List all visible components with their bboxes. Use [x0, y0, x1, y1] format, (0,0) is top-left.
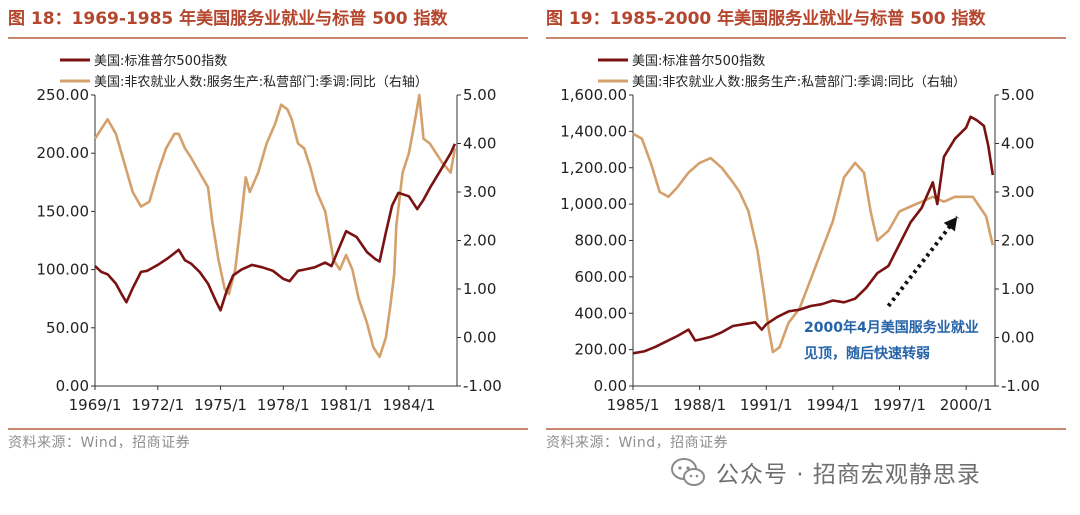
right-axis-tick-label: 0.00 — [463, 329, 496, 347]
left-axis-tick-label: 600.00 — [575, 268, 628, 286]
x-axis-tick-label: 1988/1 — [673, 396, 726, 414]
x-axis-tick-label: 1991/1 — [740, 396, 793, 414]
right-axis-tick-label: 4.00 — [1001, 135, 1034, 153]
legend-label: 美国:非农就业人数:服务生产:私营部门:季调:同比（右轴） — [632, 74, 966, 90]
annotation-line-1: 2000年4月美国服务业就业 — [804, 319, 979, 336]
right-axis-tick-label: 1.00 — [1001, 280, 1034, 298]
right-axis-tick-label: 1.00 — [463, 280, 496, 298]
left-axis-tick-label: 250.00 — [37, 86, 90, 104]
x-axis-tick-label: 1972/1 — [131, 396, 184, 414]
left-axis-tick-label: 200.00 — [575, 341, 628, 359]
title-divider — [8, 37, 528, 39]
legend-label: 美国:非农就业人数:服务生产:私营部门:季调:同比（右轴） — [94, 74, 428, 90]
left-axis-tick-label: 1,000.00 — [560, 195, 627, 213]
x-axis-tick-label: 1975/1 — [194, 396, 247, 414]
legend-label: 美国:标准普尔500指数 — [94, 54, 227, 69]
x-axis-tick-label: 2000/1 — [940, 396, 993, 414]
right-axis-tick-label: 3.00 — [463, 183, 496, 201]
right-axis-tick-label: -1.00 — [463, 377, 502, 395]
services-employment-series-line — [93, 93, 457, 359]
annotation-line-2: 见顶，随后快速转弱 — [804, 345, 930, 362]
spx-series-line — [94, 143, 457, 312]
x-axis-tick-label: 1994/1 — [806, 396, 859, 414]
left-axis-tick-label: 400.00 — [575, 304, 628, 322]
spx-series-line — [632, 115, 995, 355]
annotation-arrow-shaft — [886, 215, 959, 308]
x-axis-tick-label: 1984/1 — [382, 396, 435, 414]
left-axis-tick-label: 1,600.00 — [560, 86, 627, 104]
right-axis-tick-label: 5.00 — [1001, 86, 1034, 104]
right-axis-tick-label: 0.00 — [1001, 329, 1034, 347]
x-axis-tick-label: 1985/1 — [607, 396, 660, 414]
right-axis-tick-label: 2.00 — [463, 232, 496, 250]
left-axis-tick-label: 1,200.00 — [560, 159, 627, 177]
left-axis-tick-label: 0.00 — [56, 377, 89, 395]
right-axis-tick-label: 4.00 — [463, 135, 496, 153]
figure-18-panel: 图 18：1969-1985 年美国服务业就业与标普 500 指数 0.00 50… — [8, 0, 528, 455]
title-divider — [546, 37, 1066, 39]
left-axis-tick-label: 0.00 — [594, 377, 627, 395]
x-axis-tick-label: 1997/1 — [873, 396, 926, 414]
left-axis-tick-label: 800.00 — [575, 232, 628, 250]
x-axis-tick-label: 1981/1 — [320, 396, 373, 414]
right-axis-tick-label: 5.00 — [463, 86, 496, 104]
left-axis-tick-label: 100.00 — [37, 261, 90, 279]
x-axis-tick-label: 1978/1 — [257, 396, 310, 414]
figure-19-chart: 0.00 200.00 400.00 600.00 800.00 1,000.00 1,20… — [560, 54, 1040, 414]
source-note: 资料来源：Wind，招商证券 — [8, 435, 191, 451]
source-divider — [8, 428, 528, 430]
x-axis-tick-label: 1969/1 — [69, 396, 122, 414]
left-axis-tick-label: 200.00 — [37, 144, 90, 162]
wechat-icon — [671, 458, 705, 486]
legend-label: 美国:标准普尔500指数 — [632, 54, 765, 69]
source-divider — [546, 428, 1066, 430]
source-note: 资料来源：Wind，招商证券 — [546, 435, 729, 451]
figure-title: 图 18：1969-1985 年美国服务业就业与标普 500 指数 — [8, 9, 448, 29]
left-axis-tick-label: 1,400.00 — [560, 122, 627, 140]
watermark: 公众号 · 招商宏观静思录 — [668, 450, 981, 494]
left-axis-tick-label: 150.00 — [37, 202, 90, 220]
annotation-arrow-head — [943, 216, 958, 232]
right-axis-tick-label: 3.00 — [1001, 183, 1034, 201]
figure-19-panel: 图 19：1985-2000 年美国服务业就业与标普 500 指数 0.00 20… — [546, 0, 1066, 455]
right-axis-tick-label: -1.00 — [1001, 377, 1040, 395]
figure-18-chart: 0.00 50.00 100.00 150.00 200.00 250.00 -1.00 0.… — [37, 54, 502, 414]
left-axis-tick-label: 50.00 — [46, 319, 89, 337]
right-axis-tick-label: 2.00 — [1001, 232, 1034, 250]
figure-title: 图 19：1985-2000 年美国服务业就业与标普 500 指数 — [546, 9, 986, 29]
watermark-text: 公众号 · 招商宏观静思录 — [716, 462, 981, 488]
